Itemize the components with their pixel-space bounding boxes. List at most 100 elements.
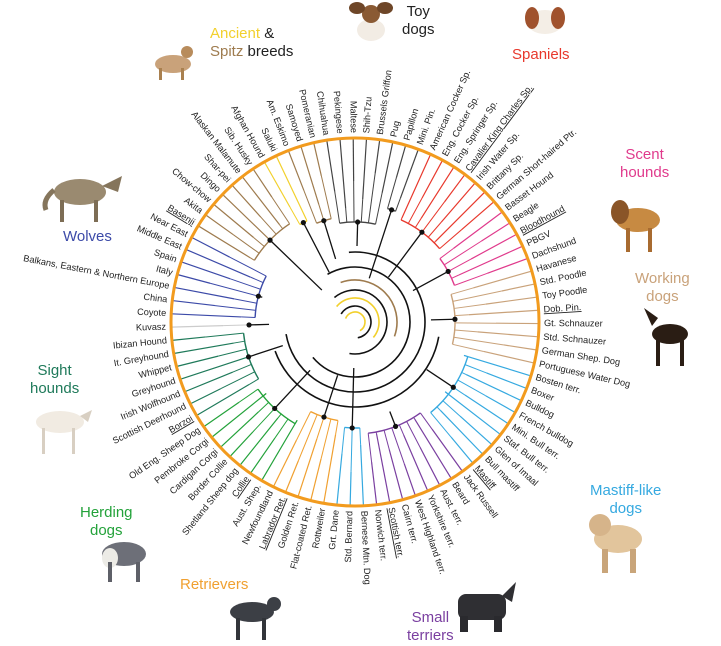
wolf-photo [42, 176, 122, 222]
clade-link [430, 412, 452, 438]
group-label-mastiff: Mastiff-like dogs [590, 482, 661, 518]
leaf-branch [453, 211, 503, 249]
leaf-branch [470, 233, 518, 260]
clade-link [305, 218, 308, 222]
clade-link [383, 430, 390, 450]
bootstrap-node-dot [450, 384, 456, 390]
leaf-branch [477, 331, 539, 338]
clade-link [279, 224, 284, 230]
leaf-branch [203, 401, 240, 428]
breed-label: Gt. Schnauzer [544, 318, 603, 328]
bootstrap-node-dot [321, 414, 327, 420]
clade-stem [248, 345, 283, 358]
group-label-spaniels: Spaniels [512, 46, 570, 64]
group-label-wolves: Wolves [63, 228, 112, 246]
clade-link [218, 348, 247, 357]
leaf-branch [375, 433, 391, 503]
leaf-branch [395, 144, 407, 178]
leaf-branch [374, 139, 381, 174]
sight-line1: Sight [37, 362, 72, 379]
ancient-label: Ancient [210, 25, 261, 42]
breed-label: Pug [388, 120, 401, 138]
leaf-branch [231, 184, 262, 218]
leaf-branch [211, 393, 267, 438]
bootstrap-node-dot [272, 405, 278, 412]
clade-stem [274, 369, 311, 409]
leaf-branch [463, 354, 532, 377]
clade-link [260, 216, 277, 235]
leaf-branch [189, 388, 221, 405]
leaf-branch [174, 286, 235, 300]
clade-link [439, 247, 454, 259]
clade-link [433, 240, 436, 244]
leaf-branch [399, 149, 419, 199]
group-label-sight: Sight hounds [30, 362, 79, 398]
clade-link [454, 314, 469, 317]
clade-link [367, 433, 373, 463]
clade-link [316, 416, 325, 440]
leaf-branch [191, 236, 231, 258]
backbone-arc [340, 305, 372, 339]
ancient-amp: & [264, 25, 275, 42]
clade-link [464, 364, 487, 374]
clade-link [419, 412, 433, 430]
leaf-branch [440, 410, 484, 455]
clade-link [421, 201, 446, 233]
toy-line1: Toy [406, 3, 430, 20]
leaf-branch [184, 371, 234, 393]
scent-line2: hounds [620, 164, 670, 181]
clade-link [249, 257, 255, 261]
clade-link [345, 208, 348, 223]
clade-link [407, 197, 423, 224]
clade-link [250, 276, 264, 283]
leaf-branch [468, 309, 539, 316]
backbone-arc [344, 311, 366, 332]
clade-link [223, 324, 250, 327]
leaf-branch [388, 449, 404, 500]
clade-link [214, 305, 256, 311]
leaf-branch [179, 356, 247, 380]
clade-link [395, 197, 401, 212]
clade-link [220, 371, 255, 390]
clade-link [454, 329, 478, 333]
clade-link [252, 408, 276, 433]
breed-label: Maltese [348, 101, 358, 133]
clade-link [463, 354, 468, 358]
leaf-branch [485, 395, 516, 413]
clade-link [258, 402, 269, 413]
clade-link [453, 336, 504, 346]
bootstrap-node-dot [452, 316, 458, 322]
leaf-branch [440, 182, 476, 223]
spitz-rest: breeds [247, 43, 294, 60]
herding-line1: Herding [80, 504, 133, 521]
wolves-label: Wolves [63, 228, 112, 245]
clade-stem [387, 231, 423, 278]
group-label-working: Working dogs [635, 270, 690, 306]
clade-link [360, 199, 364, 223]
spitz-label: Spitz [210, 43, 244, 60]
clade-link [442, 400, 461, 417]
leaf-branch [473, 270, 532, 289]
breed-label: Ibizan Hound [113, 335, 168, 350]
leaf-branch [381, 141, 394, 193]
breed-label: Balkans, Eastern & Northern Europe [23, 253, 171, 291]
leaf-branch [297, 438, 318, 498]
tree-inner-arcs [274, 251, 440, 408]
group-label-retrievers: Retrievers [180, 576, 248, 594]
breed-label: Toy Poodle [542, 285, 588, 301]
leaf-branch [287, 150, 305, 191]
clade-link [274, 418, 289, 439]
leaf-branch [403, 463, 416, 496]
clade-link [398, 424, 405, 436]
clade-link [230, 278, 261, 290]
breed-label: Dob. Pin. [543, 302, 581, 314]
clade-link [232, 234, 260, 254]
leaf-branch [172, 299, 216, 307]
working-line1: Working [635, 270, 690, 287]
leaf-branch [171, 313, 242, 318]
clade-link [452, 290, 502, 302]
clade-link [232, 363, 252, 373]
leaf-branch [222, 193, 274, 244]
clade-stem [356, 222, 359, 247]
